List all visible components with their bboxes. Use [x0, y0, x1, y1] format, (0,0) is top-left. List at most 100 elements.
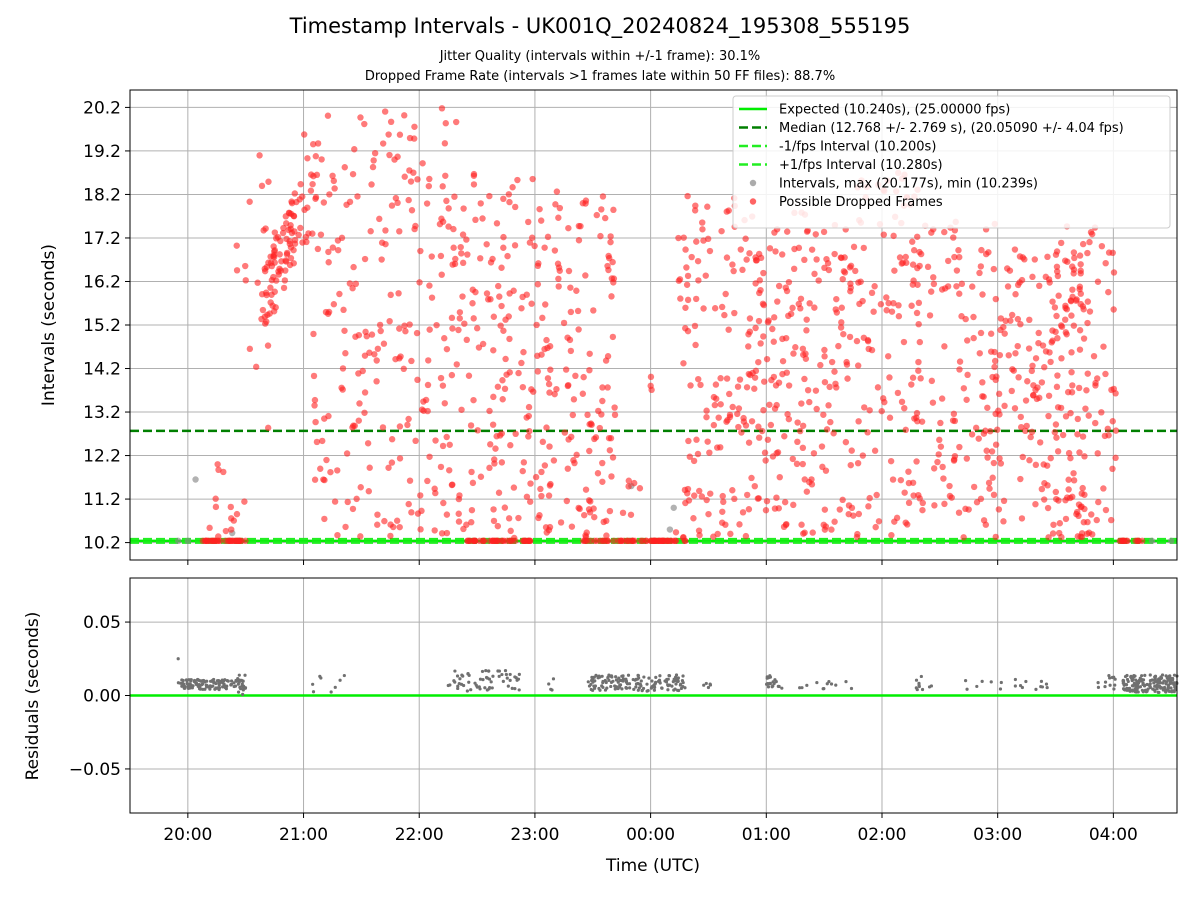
dropped-frame-point [329, 244, 337, 251]
dropped-frame-point [813, 405, 820, 413]
dropped-frame-point [742, 235, 749, 242]
intervals-y-tick-label: 17.2 [83, 229, 121, 249]
residual-point [999, 680, 1003, 685]
residual-point [176, 681, 181, 685]
dropped-frame-point [586, 447, 593, 455]
dropped-frame-point [594, 470, 602, 477]
dropped-frame-point [797, 295, 805, 302]
dropped-frame-point [312, 195, 319, 202]
dropped-frame-point [812, 231, 819, 238]
dropped-frame-point [743, 256, 750, 263]
dropped-frame-point [692, 295, 700, 303]
dropped-frame-point [283, 249, 291, 257]
dropped-frame-point [631, 537, 638, 545]
dropped-frame-point [648, 537, 655, 545]
dropped-frame-point [745, 331, 752, 338]
dropped-frame-point [696, 487, 703, 495]
residual-point [1040, 685, 1045, 689]
dropped-frame-point [314, 140, 322, 147]
residual-point [605, 686, 609, 690]
dropped-frame-point [425, 182, 433, 190]
residual-point [1108, 683, 1112, 687]
dropped-frame-point [354, 193, 361, 200]
dropped-frame-point [692, 341, 699, 349]
dropped-frame-point [891, 267, 898, 274]
residual-point [766, 681, 770, 686]
dropped-frame-point [470, 170, 478, 178]
dropped-frame-point [712, 381, 720, 388]
dropped-frame-point [455, 510, 462, 517]
dropped-frame-point [985, 479, 993, 487]
residual-point [485, 676, 490, 680]
dropped-frame-point [1098, 409, 1105, 416]
dropped-frame-point [493, 220, 501, 227]
dropped-frame-point [382, 227, 389, 234]
residual-point [1159, 676, 1164, 680]
dropped-frame-point [682, 246, 689, 253]
residual-point [681, 674, 685, 678]
dropped-frame-point [801, 375, 808, 383]
dropped-frame-point [736, 521, 743, 528]
dropped-frame-point [464, 251, 471, 258]
dropped-frame-point [792, 344, 799, 351]
residual-point [200, 679, 204, 683]
dropped-frame-point [572, 372, 579, 380]
dropped-frame-point [553, 188, 561, 195]
dropped-frame-point [1016, 253, 1024, 260]
residual-point [236, 682, 240, 686]
residual-point [998, 687, 1003, 691]
dropped-frame-point [565, 267, 573, 275]
dropped-frame-point [1000, 518, 1007, 525]
dropped-frame-point [470, 315, 477, 322]
dropped-frame-point [1041, 496, 1048, 503]
dropped-frame-point [813, 256, 820, 263]
dropped-frame-point [228, 515, 235, 522]
dropped-frame-point [1022, 397, 1030, 404]
dropped-frame-point [426, 282, 433, 289]
dropped-frame-point [553, 385, 560, 393]
residual-point [596, 675, 600, 680]
dropped-frame-point [450, 225, 457, 233]
dropped-frame-point [342, 523, 349, 531]
dropped-frame-point [324, 310, 332, 317]
dropped-frame-point [606, 254, 613, 262]
dropped-frame-point [915, 320, 922, 328]
dropped-frame-point [857, 278, 864, 285]
dropped-frame-point [976, 350, 983, 357]
dropped-frame-point [992, 295, 1000, 303]
dropped-frame-point [493, 433, 500, 440]
dropped-frame-point [280, 284, 288, 292]
residual-point [497, 674, 501, 678]
dropped-frame-point [1054, 448, 1062, 455]
dropped-frame-point [437, 252, 445, 260]
residual-point [232, 684, 236, 689]
dropped-frame-point [388, 202, 396, 209]
dropped-frame-point [794, 438, 801, 446]
dropped-frame-point [951, 253, 958, 261]
residual-point [237, 673, 241, 677]
dropped-frame-point [958, 280, 966, 288]
dropped-frame-point [550, 457, 558, 464]
dropped-frame-point [387, 532, 394, 540]
dropped-frame-point [686, 453, 694, 460]
residuals-y-tick-label: 0.05 [83, 613, 121, 633]
dropped-frame-point [537, 485, 544, 493]
dropped-frame-point [418, 507, 425, 515]
residual-point [485, 688, 489, 692]
dropped-frame-point [610, 537, 617, 545]
dropped-frame-point [483, 241, 490, 248]
dropped-frame-point [916, 338, 924, 346]
dropped-frame-point [314, 245, 322, 253]
dropped-frame-point [964, 337, 971, 344]
dropped-frame-point [761, 378, 768, 385]
residual-point [490, 686, 494, 690]
residuals-y-tick-label: −0.05 [69, 760, 121, 780]
dropped-frame-point [885, 299, 892, 307]
residual-point [504, 672, 508, 677]
dropped-frame-point [327, 468, 334, 476]
dropped-frame-point [706, 247, 714, 255]
dropped-frame-point [1025, 345, 1033, 352]
dropped-frame-point [1011, 246, 1019, 253]
residual-point [1121, 678, 1125, 682]
dropped-frame-point [523, 493, 531, 500]
